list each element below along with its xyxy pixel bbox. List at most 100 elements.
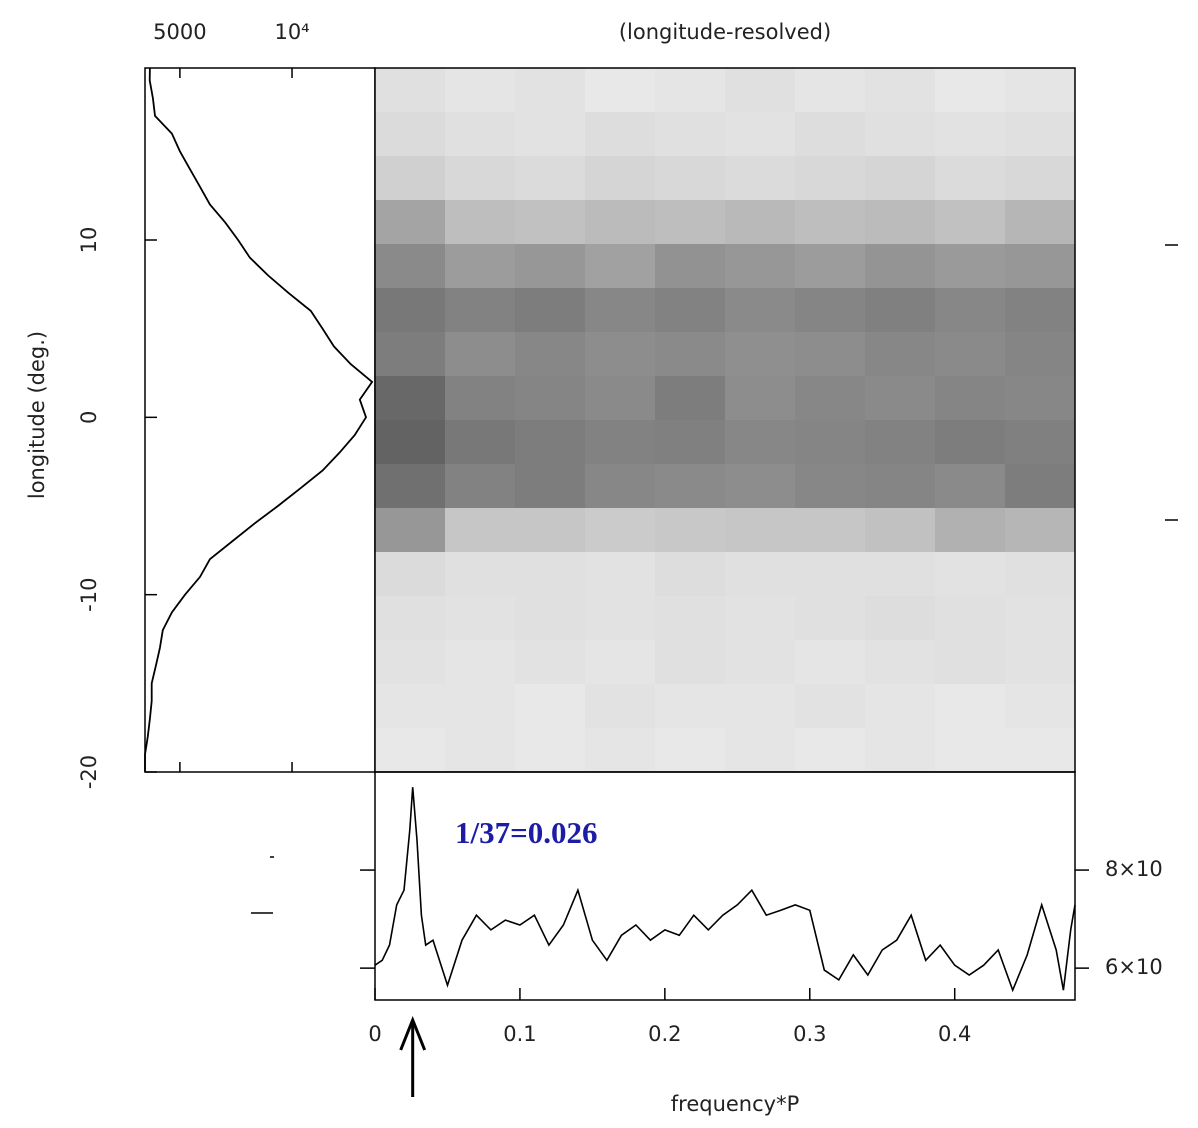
heatmap-cell [585,244,656,289]
heatmap-cell [935,508,1006,553]
heatmap-cell [865,640,936,685]
heatmap-cell [725,244,796,289]
heatmap-cell [375,68,446,113]
x-tick-label: 5000 [153,20,206,44]
heatmap-cell [655,332,726,377]
heatmap-cell [515,596,586,641]
heatmap-cell [445,156,516,201]
heatmap-cell [585,376,656,421]
heatmap-cell [585,288,656,333]
heatmap-cell [795,200,866,245]
heatmap-cell [935,244,1006,289]
heatmap-cell [375,420,446,465]
heatmap-cell [515,552,586,597]
heatmap-cell [515,244,586,289]
heatmap-cell [375,640,446,685]
heatmap-cell [1005,596,1076,641]
heatmap-cell [1005,728,1076,773]
heatmap-cell [515,728,586,773]
heatmap-cell [795,728,866,773]
heatmap-cell [515,200,586,245]
x-tick-label: 0.2 [648,1022,681,1046]
heatmap-cell [865,68,936,113]
heatmap-cell [935,640,1006,685]
heatmap-cell [725,156,796,201]
heatmap-cell [585,552,656,597]
heatmap-cell [795,640,866,685]
heatmap-cell [935,200,1006,245]
heatmap-cell [725,684,796,729]
heatmap-cell [725,68,796,113]
heatmap-cell [865,156,936,201]
heatmap-cell [865,376,936,421]
heatmap-cell [1005,640,1076,685]
heatmap-cell [515,288,586,333]
heatmap-cell [375,332,446,377]
heatmap-cell [655,464,726,509]
heatmap-cell [445,640,516,685]
heatmap-cell [795,112,866,157]
heatmap-cell [445,552,516,597]
heatmap-cell [585,200,656,245]
heatmap-cell [795,332,866,377]
heatmap-cell [445,112,516,157]
heatmap-cell [935,728,1006,773]
heatmap-cell [655,68,726,113]
heatmap-cell [585,728,656,773]
heatmap-cell [725,552,796,597]
heatmap-cell [655,156,726,201]
heatmap-cell [655,112,726,157]
heatmap-cell [515,332,586,377]
heatmap-cell [935,288,1006,333]
heatmap-cell [585,684,656,729]
heatmap-cell [585,112,656,157]
heatmap-cell [375,200,446,245]
heatmap-cell [865,552,936,597]
heatmap-cell [865,728,936,773]
heatmap-cell [445,376,516,421]
heatmap-cell [655,552,726,597]
plot-frame [144,67,376,773]
heatmap-cell [585,156,656,201]
heatmap-cell [795,420,866,465]
heatmap-cell [795,288,866,333]
heatmap-cell [445,288,516,333]
heatmap-cell [725,464,796,509]
y-tick-label: 8×10 [1105,857,1163,881]
heatmap-cell [1005,508,1076,553]
heatmap-cell [375,112,446,157]
heatmap-cell [725,112,796,157]
heatmap-cell [515,376,586,421]
heatmap-cell [865,332,936,377]
heatmap-cell [935,596,1006,641]
heatmap-cell [1005,684,1076,729]
heatmap-cell [585,508,656,553]
heatmap-cell [865,508,936,553]
heatmap-cell [445,332,516,377]
heatmap-cell [725,728,796,773]
heatmap-cell [375,376,446,421]
heatmap-cell [655,420,726,465]
x-axis-label: frequency*P [671,1092,800,1116]
heatmap-cell [865,288,936,333]
heatmap-cell [1005,420,1076,465]
heatmap-cell [585,464,656,509]
chart-title: (longitude-resolved) [619,20,831,44]
heatmap-cell [865,464,936,509]
heatmap-cell [795,156,866,201]
heatmap-cell [515,464,586,509]
spectrum-line [374,787,1076,993]
heatmap-cell [935,552,1006,597]
heatmap-cell [655,508,726,553]
heatmap-cell [375,244,446,289]
y-tick-label: 0 [77,411,101,424]
heatmap-cell [445,244,516,289]
x-tick-label: 10⁴ [274,20,309,44]
heatmap-cell [935,332,1006,377]
heatmap-cell [865,420,936,465]
heatmap-cell [795,244,866,289]
heatmap-cell [445,420,516,465]
heatmap-cell [655,728,726,773]
heatmap-cell [1005,288,1076,333]
